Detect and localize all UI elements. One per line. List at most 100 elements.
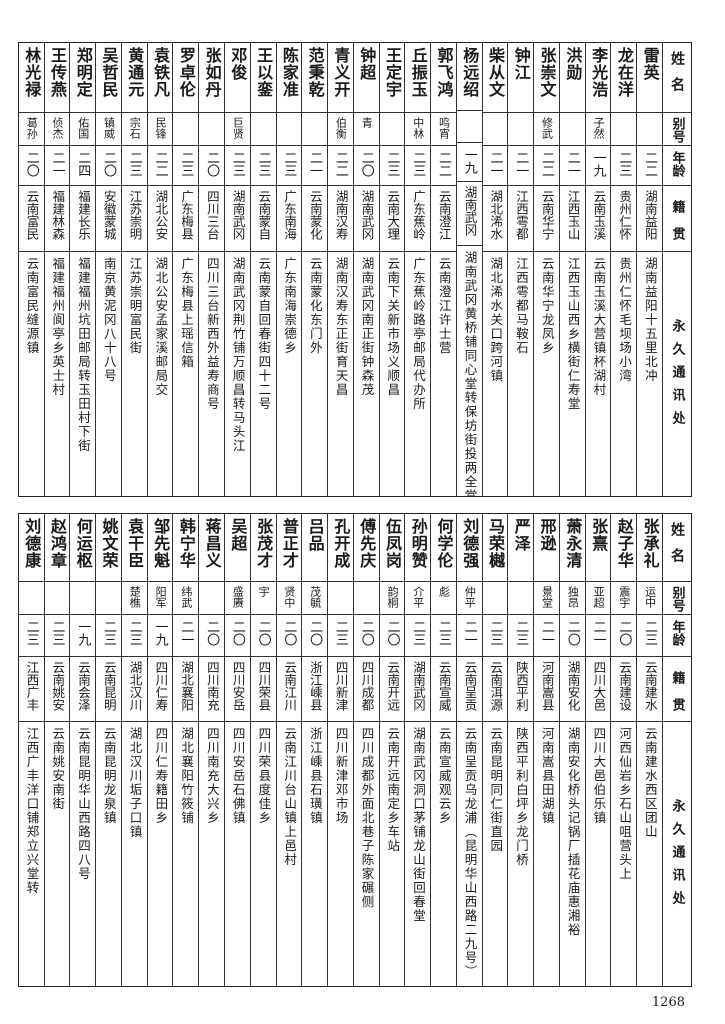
name-text: 赵鸿章 <box>48 518 67 569</box>
name-cell: 王传燕 <box>44 43 70 113</box>
age-cell: 二二 <box>637 146 662 186</box>
age-cell: 二三 <box>224 146 250 186</box>
address-cell: 河西仙岩乡石山咀营头上 <box>611 722 636 986</box>
name-text: 孙明赞 <box>408 518 428 569</box>
header-alias-text: 别号 <box>669 117 685 143</box>
origin-text: 湖南益阳 <box>642 190 658 240</box>
alias-text: 修武 <box>540 117 554 139</box>
address-text: 湖南武冈黄桥铺同心堂转保坊街投两全堂 <box>462 251 478 496</box>
origin-cell: 江西玉山 <box>559 186 585 252</box>
address-text: 河南嵩县田湖镇 <box>539 727 555 825</box>
address-text: 福建福州坑田邮局转玉田村下街 <box>76 257 92 453</box>
age-cell: 二二 <box>147 146 173 186</box>
age-cell: 二〇 <box>199 146 224 186</box>
name-cell: 李光浩 <box>585 43 611 113</box>
age-text: 二三 <box>332 620 348 646</box>
address-cell: 南京黄泥冈八十八号 <box>96 252 121 496</box>
name-cell: 邓俊 <box>224 43 250 113</box>
age-cell: 二一 <box>44 146 70 186</box>
person-column: 龙在洋 二三 贵州仁怀 贵州仁怀毛坝场小湾 <box>610 43 637 496</box>
age-cell: 二三 <box>405 146 431 186</box>
address-cell: 云南开远南定乡车站 <box>380 722 405 986</box>
origin-cell: 四川大邑 <box>585 657 611 722</box>
origin-text: 贵州仁怀 <box>617 190 633 240</box>
origin-cell: 湖北汉川 <box>121 657 147 722</box>
address-cell: 云南富民缝源镇 <box>19 252 44 496</box>
age-cell: 二三 <box>276 146 302 186</box>
origin-text: 云南蒙自 <box>256 190 272 240</box>
person-column: 王以銮 二三 云南蒙自 云南蒙自回春街四十二号 <box>249 43 276 496</box>
header-address-cell: 永久通讯处 <box>663 252 691 496</box>
alias-cell: 震宇 <box>611 582 637 615</box>
alias-cell <box>328 582 353 615</box>
name-text: 黄通元 <box>125 47 145 98</box>
person-column: 张熹 亚超 二一 四川大邑 四川大邑伯乐镇 <box>584 514 611 986</box>
alias-cell <box>482 113 508 146</box>
address-cell: 湖南武冈荆竹铺万顺昌转马头江 <box>225 252 250 496</box>
name-cell: 何学伦 <box>431 514 456 582</box>
name-text: 何运枢 <box>73 518 93 569</box>
address-cell: 四川南充大兴乡 <box>199 722 224 986</box>
origin-text: 江西广丰 <box>24 661 40 711</box>
age-text: 一九 <box>75 620 91 646</box>
origin-text: 四川成都 <box>359 661 375 711</box>
origin-text: 云南华宁 <box>539 190 555 240</box>
origin-text: 云南大理 <box>385 190 401 240</box>
person-column: 袁干臣 楚樵 二三 湖北汉川 湖北汉川垢子口镇 <box>120 514 147 986</box>
age-cell: 二一 <box>173 615 199 657</box>
address-text: 江西广丰洋口铺郑立兴堂转 <box>24 727 40 895</box>
address-text: 云南下关新市场义顺昌 <box>385 257 401 397</box>
address-cell: 云南昆明同仁街直园 <box>483 722 508 986</box>
origin-text: 云南江川 <box>282 661 298 711</box>
age-text: 二三 <box>255 151 271 177</box>
alias-text: 仲平 <box>463 586 477 608</box>
address-text: 云南姚安南街 <box>50 727 66 811</box>
origin-cell: 四川荣县 <box>250 657 276 722</box>
origin-text: 云南富民 <box>24 190 40 240</box>
name-cell: 龙在洋 <box>611 43 637 113</box>
origin-text: 四川大邑 <box>591 661 607 711</box>
name-cell: 张崇文 <box>534 43 559 113</box>
origin-cell: 云南昆明 <box>96 657 121 722</box>
address-cell: 湖南武冈洞口茅铺龙山街回春堂 <box>405 722 430 986</box>
name-cell: 孙明赞 <box>405 514 431 582</box>
header-name-text: 姓名 <box>669 522 685 574</box>
origin-text: 湖南武冈 <box>410 661 426 711</box>
age-text: 二一 <box>590 620 606 646</box>
address-cell: 贵州仁怀毛坝场小湾 <box>611 252 636 496</box>
age-text: 二〇 <box>564 620 580 646</box>
alias-cell <box>302 113 328 146</box>
age-cell: 二〇 <box>224 615 250 657</box>
address-text: 四川新津邓市场 <box>333 727 349 825</box>
page-number: 1268 <box>651 995 685 1010</box>
origin-cell: 云南会泽 <box>70 657 96 722</box>
address-cell: 四川荣县度佳乡 <box>251 722 276 986</box>
name-cell: 张如丹 <box>199 43 224 113</box>
alias-cell: 阳军 <box>147 582 173 615</box>
person-column: 丘振玉 中林 二三 广东蕉岭 广东蕉岭路亭邮局代办所 <box>404 43 431 496</box>
alias-cell: 镇威 <box>96 113 121 146</box>
address-text: 湖南益阳十五里北冲 <box>642 257 658 383</box>
address-cell: 广东梅县上瑶信箱 <box>173 252 198 496</box>
alias-text: 佑国 <box>76 117 90 139</box>
name-text: 张如丹 <box>202 47 222 98</box>
header-origin-cell: 籍贯 <box>663 657 691 722</box>
name-text: 伍凤岗 <box>382 518 402 569</box>
person-column: 钟江 二一 江西雩都 江西雩都马鞍石 <box>507 43 534 496</box>
age-cell: 二〇 <box>559 615 585 657</box>
person-column: 蒋昌义 二〇 四川南充 四川南充大兴乡 <box>198 514 224 986</box>
origin-text: 福建林森 <box>50 190 66 240</box>
name-cell: 黄通元 <box>121 43 147 113</box>
age-text: 二〇 <box>358 620 374 646</box>
alias-text: 葛孙 <box>25 117 39 139</box>
name-text: 罗卓伦 <box>176 47 196 98</box>
person-column: 傅先庆 二〇 四川成都 四川成都外面北巷子陈家碾侧 <box>352 514 379 986</box>
origin-text: 广东梅县 <box>179 190 195 240</box>
address-cell: 湖北浠水关口跨河镇 <box>483 252 508 496</box>
header-origin-text: 籍贯 <box>669 200 685 252</box>
person-column: 王传燕 侦杰 二一 福建林森 福建福州阆亭乡英士村 <box>43 43 70 496</box>
address-text: 江西玉山西乡横街仁寿堂 <box>565 257 581 411</box>
address-text: 河西仙岩乡石山咀营头上 <box>617 727 633 881</box>
origin-text: 湖南汉寿 <box>333 190 349 240</box>
person-column: 李光浩 子然 一九 云南玉溪 云南玉溪大营镇杯湖村 <box>584 43 611 496</box>
